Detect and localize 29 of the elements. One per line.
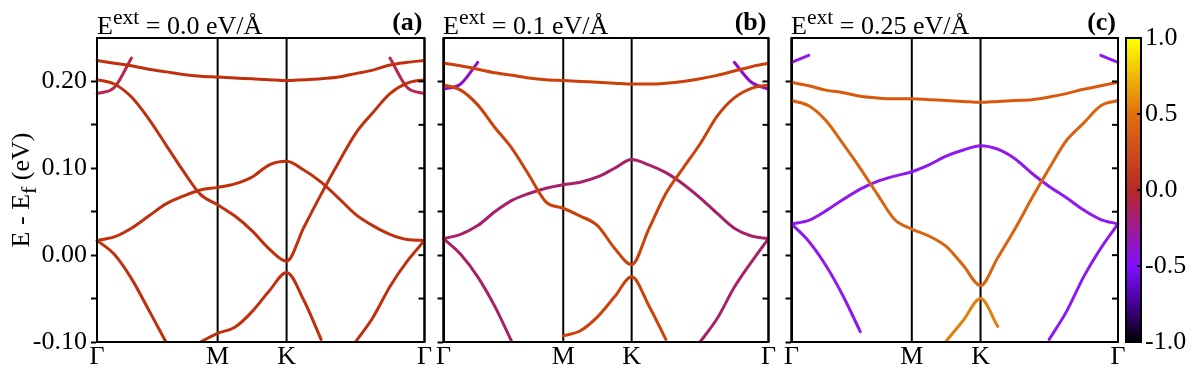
- chart-title: E$^{ext}$ = 0.1 eV/Å: [443, 4, 609, 41]
- text: (c): [1087, 6, 1116, 36]
- y-tick-label: -0.10: [32, 325, 87, 355]
- line-series: [95, 59, 426, 83]
- x-tick-label: M: [900, 341, 924, 371]
- x-tick-label: Γ: [436, 341, 452, 371]
- x-tick-label: M: [551, 341, 575, 371]
- line-series: [198, 271, 323, 342]
- x-tick-label: K: [622, 341, 642, 371]
- chart-title: E$^{ext}$ = 0.0 eV/Å: [97, 4, 263, 41]
- y-tick-label: 0.20: [41, 65, 87, 95]
- x-tick-label: Γ: [89, 341, 105, 371]
- x-tick-label: Γ: [784, 341, 800, 371]
- text: (b): [734, 6, 767, 36]
- x-tick-label: Γ: [416, 341, 432, 371]
- x-tick-label: K: [971, 341, 991, 371]
- color-bar-label: -0.5: [1145, 249, 1187, 279]
- text: (a): [392, 6, 423, 36]
- chart-title: E$^{ext}$ = 0.25 eV/Å: [791, 4, 970, 41]
- color-bar-label: 1.0: [1145, 21, 1178, 51]
- color-bar-label: 0.0: [1145, 173, 1178, 203]
- color-bar-label: 0.5: [1145, 97, 1178, 127]
- y-tick-label: 0.00: [41, 238, 87, 268]
- y-tick-label: 0.10: [41, 152, 87, 182]
- color-bar-label: -1.0: [1145, 325, 1187, 355]
- x-tick-label: M: [206, 341, 230, 371]
- x-tick-label: K: [277, 341, 297, 371]
- x-tick-label: Γ: [1110, 341, 1126, 371]
- x-tick-label: Γ: [760, 341, 776, 371]
